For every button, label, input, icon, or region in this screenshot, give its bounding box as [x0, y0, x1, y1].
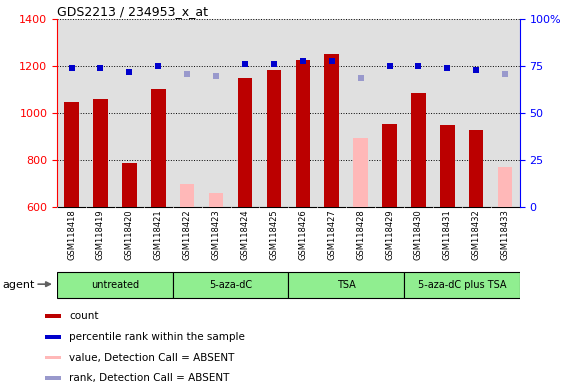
Text: GSM118419: GSM118419 — [96, 209, 105, 260]
Bar — [353, 138, 368, 207]
Bar — [469, 130, 484, 207]
Bar — [288, 272, 404, 298]
Bar — [65, 101, 79, 207]
Bar — [267, 70, 281, 207]
Bar — [45, 356, 61, 359]
Bar — [180, 184, 194, 207]
Bar — [440, 125, 455, 207]
Bar — [498, 167, 512, 207]
Text: GSM118424: GSM118424 — [240, 209, 250, 260]
Text: GSM118420: GSM118420 — [125, 209, 134, 260]
Bar — [404, 272, 520, 298]
Bar — [411, 93, 425, 207]
Bar — [324, 55, 339, 207]
Text: GSM118425: GSM118425 — [270, 209, 279, 260]
Bar — [93, 99, 108, 207]
Text: agent: agent — [3, 280, 35, 290]
Text: GDS2213 / 234953_x_at: GDS2213 / 234953_x_at — [57, 5, 208, 18]
Bar — [45, 376, 61, 380]
Text: GSM118429: GSM118429 — [385, 209, 394, 260]
Bar — [172, 272, 288, 298]
Text: GSM118423: GSM118423 — [212, 209, 220, 260]
Text: GSM118422: GSM118422 — [183, 209, 192, 260]
Bar — [45, 314, 61, 318]
Text: percentile rank within the sample: percentile rank within the sample — [69, 332, 245, 342]
Bar — [122, 163, 136, 207]
Text: 5-aza-dC: 5-aza-dC — [209, 280, 252, 290]
Text: GSM118426: GSM118426 — [298, 209, 307, 260]
Text: TSA: TSA — [337, 280, 356, 290]
Bar — [151, 89, 166, 207]
Text: GSM118432: GSM118432 — [472, 209, 481, 260]
Text: GSM118433: GSM118433 — [501, 209, 510, 260]
Text: rank, Detection Call = ABSENT: rank, Detection Call = ABSENT — [69, 373, 230, 383]
Text: GSM118428: GSM118428 — [356, 209, 365, 260]
Text: GSM118431: GSM118431 — [443, 209, 452, 260]
Bar — [57, 272, 172, 298]
Text: GSM118430: GSM118430 — [414, 209, 423, 260]
Text: untreated: untreated — [91, 280, 139, 290]
Text: GSM118418: GSM118418 — [67, 209, 76, 260]
Bar — [238, 78, 252, 207]
Text: value, Detection Call = ABSENT: value, Detection Call = ABSENT — [69, 353, 234, 362]
Text: GSM118421: GSM118421 — [154, 209, 163, 260]
Bar — [383, 124, 397, 207]
Text: 5-aza-dC plus TSA: 5-aza-dC plus TSA — [417, 280, 506, 290]
Text: GSM118427: GSM118427 — [327, 209, 336, 260]
Text: count: count — [69, 311, 99, 321]
Bar — [45, 335, 61, 339]
Bar — [296, 60, 310, 207]
Bar — [209, 193, 223, 207]
